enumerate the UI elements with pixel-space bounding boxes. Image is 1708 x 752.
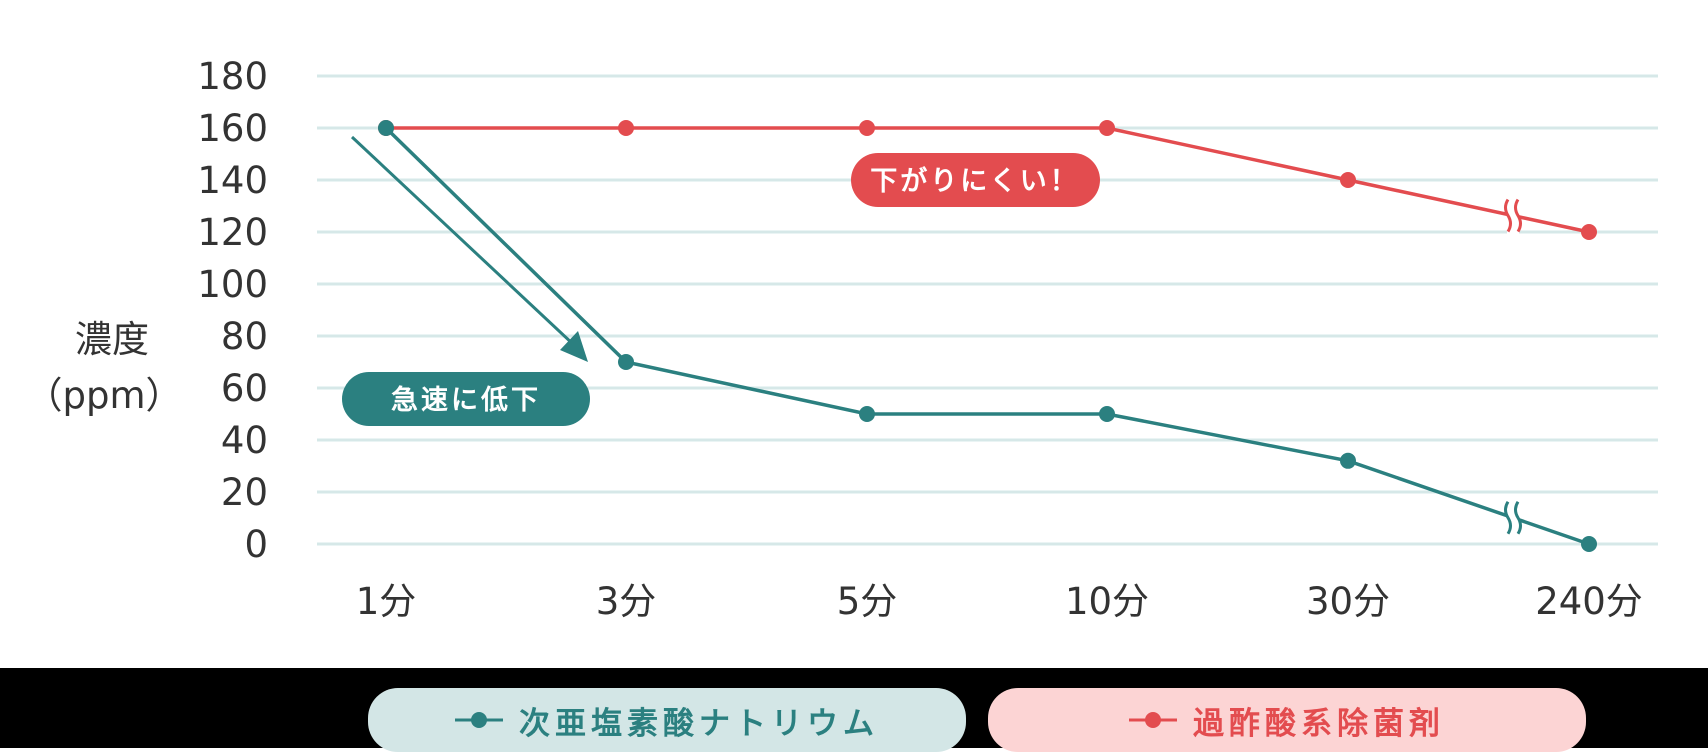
x-tick-label: 5分 xyxy=(837,580,898,623)
y-tick-label: 60 xyxy=(221,367,268,410)
data-point xyxy=(378,120,394,136)
gridlines xyxy=(317,74,1658,546)
rapid-decline-arrow-icon xyxy=(350,135,588,362)
break-squiggle-icon xyxy=(1504,500,1512,535)
data-point xyxy=(1099,120,1115,136)
series-line xyxy=(386,126,1590,234)
data-point xyxy=(1581,224,1597,240)
y-tick-label: 80 xyxy=(221,315,268,358)
y-tick-label: 180 xyxy=(197,55,268,98)
badge-rapid-decline-text: 急速に低下 xyxy=(391,384,541,416)
axis-break-marks xyxy=(1504,197,1522,536)
y-tick-label: 20 xyxy=(221,471,268,514)
badge-rapid-decline: 急速に低下 xyxy=(342,372,590,426)
y-tick-label: 0 xyxy=(244,523,268,566)
y-axis-label: 濃度 （ppm） xyxy=(25,318,182,417)
x-tick-label: 3分 xyxy=(596,580,657,623)
data-point xyxy=(1099,406,1115,422)
line-chart: 0 20 40 60 80 100 120 140 160 180 1分 3分 5分 10分 30分 240… xyxy=(25,55,1658,623)
x-axis-ticks: 1分 3分 5分 10分 30分 240分 xyxy=(356,580,1643,623)
series-sodium-hypochlorite xyxy=(378,120,1597,552)
y-axis-ticks: 0 20 40 60 80 100 120 140 160 180 xyxy=(197,55,268,566)
teal-line-marker-icon xyxy=(455,712,503,728)
data-point xyxy=(618,354,634,370)
data-point xyxy=(859,120,875,136)
x-tick-label: 240分 xyxy=(1535,580,1643,623)
data-point xyxy=(1340,452,1356,469)
y-axis-label-line1: 濃度 xyxy=(75,318,149,361)
legend-label-peracetic-acid: 過酢酸系除菌剤 xyxy=(1193,705,1445,742)
y-tick-label: 100 xyxy=(197,263,268,306)
y-tick-label: 140 xyxy=(197,159,268,202)
break-squiggle-icon xyxy=(1514,500,1522,535)
break-squiggle-icon xyxy=(1504,198,1512,233)
data-point xyxy=(859,406,875,422)
legend-label-sodium-hypochlorite: 次亜塩素酸ナトリウム xyxy=(519,705,879,742)
red-line-marker-icon xyxy=(1129,712,1177,728)
y-tick-label: 160 xyxy=(197,107,268,150)
data-point xyxy=(1340,172,1356,188)
badge-hard-to-drop: 下がりにくい！ xyxy=(851,153,1100,207)
y-tick-label: 40 xyxy=(221,419,268,462)
badge-hard-to-drop-text: 下がりにくい！ xyxy=(870,165,1079,197)
x-tick-label: 1分 xyxy=(356,580,417,623)
x-tick-label: 10分 xyxy=(1065,580,1149,623)
break-squiggle-icon xyxy=(1514,198,1522,233)
data-point xyxy=(618,120,634,136)
series-line xyxy=(384,126,1590,546)
legend-item-sodium-hypochlorite[interactable]: 次亜塩素酸ナトリウム xyxy=(368,688,966,752)
y-axis-label-line2: （ppm） xyxy=(25,374,182,417)
x-tick-label: 30分 xyxy=(1306,580,1390,623)
data-point xyxy=(1581,536,1597,552)
legend-item-peracetic-acid[interactable]: 過酢酸系除菌剤 xyxy=(988,688,1586,752)
y-tick-label: 120 xyxy=(197,211,268,254)
